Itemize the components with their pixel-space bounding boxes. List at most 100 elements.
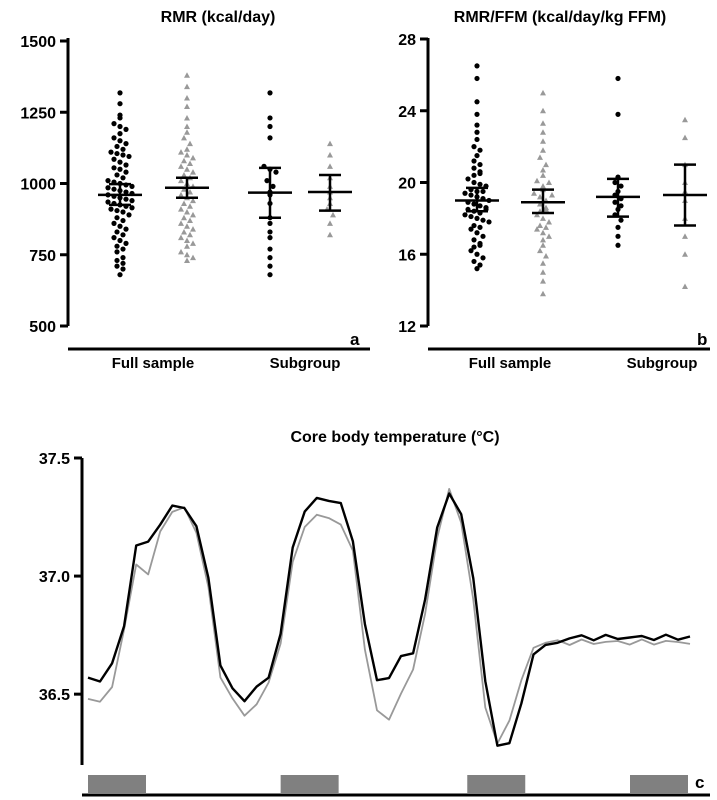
panel-b-point bbox=[474, 99, 480, 105]
panel-a-point bbox=[105, 199, 111, 205]
panel-a-point bbox=[123, 169, 129, 175]
panel-a-point bbox=[123, 162, 129, 168]
panel-a-point bbox=[181, 157, 187, 164]
panel-a-point bbox=[327, 152, 333, 158]
panel-b-point bbox=[474, 136, 480, 143]
panel-a-point bbox=[117, 115, 123, 121]
panel-b-point bbox=[468, 192, 474, 198]
panel-b-point bbox=[474, 129, 480, 135]
panel-a-point bbox=[105, 178, 111, 184]
panel-b-point bbox=[618, 183, 624, 189]
panel-b-point bbox=[612, 179, 618, 186]
panel-b-point bbox=[618, 217, 624, 223]
panel-a-point bbox=[117, 159, 123, 165]
panel-b-point bbox=[615, 224, 621, 230]
panel-a-point bbox=[123, 196, 129, 202]
panel-b-point bbox=[540, 229, 546, 236]
panel-a-point bbox=[114, 207, 120, 214]
panel-c-y-ticks: 36.5 37.0 37.5 bbox=[39, 451, 82, 704]
panel-a-point bbox=[114, 257, 120, 264]
panel-a-point bbox=[190, 154, 196, 161]
panel-b-point bbox=[471, 222, 477, 229]
panel-a-point bbox=[267, 246, 273, 252]
panel-a-point bbox=[181, 214, 187, 221]
panel-a-point bbox=[190, 169, 196, 175]
panel-b-point bbox=[474, 63, 480, 69]
panel-b-point bbox=[477, 262, 483, 268]
panel-a-point bbox=[108, 206, 114, 212]
panel-b-tick-label: 20 bbox=[398, 176, 416, 193]
panel-a-point bbox=[120, 146, 126, 152]
panel-a-point bbox=[111, 156, 117, 162]
panel-b-tick-label: 24 bbox=[398, 104, 416, 121]
panel-a-point bbox=[267, 123, 273, 130]
panel-b-point bbox=[462, 212, 468, 218]
panel-a-point bbox=[187, 160, 193, 167]
panel-a-point bbox=[187, 140, 193, 147]
panel-b-point bbox=[474, 230, 480, 236]
panel-b-point bbox=[540, 183, 546, 189]
panel-a-point bbox=[117, 101, 123, 107]
panel-a-point bbox=[267, 255, 273, 261]
panel-b-point bbox=[477, 224, 483, 230]
panel-b-point bbox=[486, 219, 492, 225]
panel-b-point bbox=[480, 217, 486, 223]
panel-a-tick-label: 1500 bbox=[20, 34, 56, 51]
panel-a-point bbox=[184, 166, 190, 172]
panel-a-tick-label: 1250 bbox=[20, 105, 56, 122]
panel-b-point bbox=[471, 201, 477, 207]
panel-a-point bbox=[184, 257, 190, 263]
panel-a: RMR (kcal/day) 500 750 1000 1250 1500 Full s… bbox=[20, 9, 370, 372]
panel-b-point bbox=[682, 251, 688, 257]
panel-a-point bbox=[270, 183, 276, 189]
panel-a-point bbox=[120, 232, 126, 238]
panel-b-point bbox=[543, 224, 549, 230]
panel-a-point bbox=[111, 165, 117, 171]
panel-b-point bbox=[615, 75, 621, 82]
panel-a-point bbox=[178, 206, 184, 212]
panel-a-point bbox=[267, 115, 273, 121]
panel-b-point bbox=[618, 203, 624, 209]
panel-b-point bbox=[468, 226, 474, 232]
panel-a-point bbox=[187, 231, 193, 238]
panel-b-point bbox=[480, 255, 486, 261]
panel-a-point bbox=[111, 121, 117, 127]
panel-a-point bbox=[181, 171, 187, 178]
panel-c-tick-label: 37.5 bbox=[39, 451, 70, 468]
panel-b-point bbox=[540, 138, 546, 144]
panel-b-point bbox=[540, 147, 546, 153]
panel-a-point bbox=[114, 215, 120, 221]
panel-a-point bbox=[114, 243, 120, 249]
panel-b-point bbox=[543, 206, 549, 212]
panel-b-point bbox=[682, 116, 688, 123]
panel-a-point bbox=[187, 217, 193, 224]
panel-a-point bbox=[184, 129, 190, 135]
panel-b-point bbox=[468, 213, 474, 220]
panel-a-point bbox=[120, 266, 126, 272]
panel-c-tick-label: 37.0 bbox=[39, 569, 70, 586]
panel-a-tick-label: 1000 bbox=[20, 177, 56, 194]
panel-b-point bbox=[540, 242, 546, 248]
panel-b-point bbox=[546, 218, 552, 225]
panel-a-point bbox=[123, 126, 129, 132]
panel-b-point bbox=[682, 283, 688, 290]
panel-b-point bbox=[471, 258, 477, 265]
panel-c-tick-label: 36.5 bbox=[39, 687, 70, 704]
panel-a-point bbox=[264, 178, 270, 184]
panel-a-point bbox=[120, 152, 126, 158]
panel-b-point bbox=[543, 161, 549, 168]
panel-a-point bbox=[190, 197, 196, 204]
panel-a-point bbox=[114, 249, 120, 255]
panel-b-point bbox=[534, 211, 540, 218]
panel-a-point bbox=[117, 123, 123, 130]
panel-a-point bbox=[114, 172, 120, 178]
panel-a-point bbox=[184, 243, 190, 249]
panel-a-point bbox=[184, 146, 190, 152]
panel-a-point bbox=[273, 169, 279, 175]
panel-b-point bbox=[540, 166, 546, 173]
panel-a-point bbox=[178, 163, 184, 169]
panel-a-point bbox=[184, 251, 190, 258]
panel-a-point bbox=[187, 203, 193, 209]
panel-b-point bbox=[474, 152, 480, 159]
panel-b-point bbox=[537, 247, 543, 254]
